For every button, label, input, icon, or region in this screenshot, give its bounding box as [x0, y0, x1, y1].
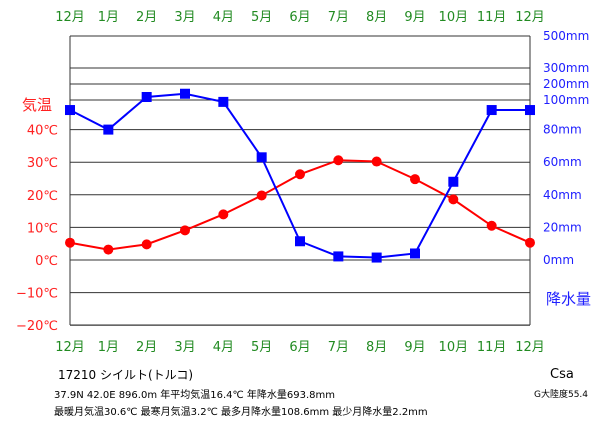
month-label-top: 1月	[98, 10, 119, 25]
rain-tick-label: 100mm	[543, 93, 589, 107]
temperature-axis: 気温 40℃ 30℃ 20℃ 10℃ 0℃ −10℃ −20℃	[16, 96, 58, 334]
month-label-bottom: 8月	[366, 340, 387, 355]
month-label-top: 6月	[289, 10, 310, 25]
month-label-top: 4月	[213, 10, 234, 25]
temp-tick-label: −10℃	[16, 287, 58, 302]
temperature-point	[448, 194, 459, 205]
rain-tick-label: 20mm	[543, 220, 582, 234]
precipitation-point	[103, 124, 114, 135]
month-label-top: 9月	[404, 10, 425, 25]
temp-tick-label: 10℃	[27, 221, 58, 236]
temperature-point	[256, 190, 267, 201]
temperature-point	[486, 220, 497, 231]
temperature-point	[180, 225, 190, 236]
precipitation-point	[333, 251, 344, 262]
month-label-bottom: 3月	[174, 340, 195, 355]
temp-tick-label: 40℃	[27, 124, 58, 139]
month-label-top: 2月	[136, 10, 157, 25]
month-label-bottom: 11月	[477, 340, 507, 355]
month-label-bottom: 9月	[404, 340, 425, 355]
month-label-bottom: 2月	[136, 340, 157, 355]
station-info-line2: 最暖月気温30.6℃ 最寒月気温3.2℃ 最多月降水量108.6mm 最少月降水…	[54, 407, 428, 418]
month-label-bottom: 12月	[515, 340, 545, 355]
precipitation-point	[65, 105, 75, 116]
continentality-index: G大陸度55.4	[534, 390, 589, 400]
climate-class: Csa	[550, 367, 574, 382]
station-title: 17210 シイルト(トルコ)	[58, 368, 194, 382]
precipitation-point	[486, 105, 497, 116]
temperature-axis-title: 気温	[22, 96, 52, 114]
month-label-top: 5月	[251, 10, 272, 25]
month-label-bottom: 4月	[213, 340, 234, 355]
temperature-point	[371, 156, 382, 167]
bottom-month-axis: 12月 1月 2月 3月 4月 5月 6月 7月 8月 9月 10月 11月 12月	[55, 340, 545, 355]
precipitation-point	[218, 96, 229, 107]
precipitation-point	[141, 92, 152, 102]
temp-tick-label: −20℃	[16, 319, 58, 334]
temp-tick-label: 30℃	[27, 156, 58, 171]
temperature-point	[103, 244, 114, 255]
precipitation-point	[525, 105, 535, 116]
month-label-top: 10月	[439, 10, 469, 25]
rain-tick-label: 200mm	[543, 77, 589, 91]
month-label-bottom: 6月	[289, 340, 310, 355]
temperature-point	[141, 239, 152, 250]
precipitation-axis-title: 降水量	[546, 290, 591, 308]
temperature-point	[295, 169, 305, 180]
rain-tick-label: 40mm	[543, 188, 582, 202]
rain-tick-label: 0mm	[543, 253, 574, 267]
chart-grid	[69, 35, 531, 326]
precipitation-point	[180, 88, 190, 99]
temperature-point	[525, 237, 535, 248]
precipitation-axis: 降水量 500mm 300mm 200mm 100mm 80mm 60mm 40mm 20mm…	[543, 29, 591, 308]
month-label-bottom: 5月	[251, 340, 272, 355]
temp-tick-label: 20℃	[27, 189, 58, 204]
precipitation-point	[295, 236, 305, 247]
station-info-line1: 37.9N 42.0E 896.0m 年平均気温16.4℃ 年降水量693.8m…	[54, 390, 336, 401]
month-label-bottom: 12月	[55, 340, 85, 355]
temperature-point	[65, 237, 75, 248]
rain-tick-label: 300mm	[543, 61, 589, 75]
temperature-point	[333, 155, 344, 166]
precipitation-point	[448, 176, 459, 187]
rain-tick-label: 500mm	[543, 29, 589, 43]
month-label-bottom: 7月	[328, 340, 349, 355]
temperature-point	[218, 209, 229, 220]
precipitation-point	[256, 152, 267, 163]
precipitation-point	[371, 252, 382, 263]
month-label-top: 3月	[174, 10, 195, 25]
month-label-bottom: 10月	[439, 340, 469, 355]
precipitation-point	[410, 248, 420, 259]
temperature-point	[410, 174, 420, 185]
top-month-axis: 12月 1月 2月 3月 4月 5月 6月 7月 8月 9月 10月 11月 12月	[55, 10, 545, 25]
temp-tick-label: 0℃	[35, 254, 58, 269]
rain-tick-label: 60mm	[543, 155, 582, 169]
month-label-top: 12月	[55, 10, 85, 25]
month-label-top: 7月	[328, 10, 349, 25]
series-layer	[65, 88, 535, 263]
month-label-bottom: 1月	[98, 340, 119, 355]
month-label-top: 12月	[515, 10, 545, 25]
rain-tick-label: 80mm	[543, 123, 582, 137]
month-label-top: 11月	[477, 10, 507, 25]
month-label-top: 8月	[366, 10, 387, 25]
